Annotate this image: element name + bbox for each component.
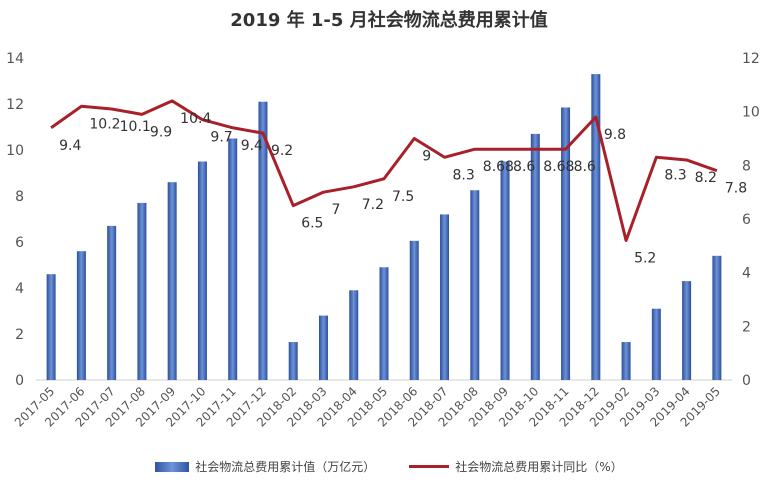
line-data-label: 10.4 — [180, 111, 211, 127]
bar — [258, 101, 268, 380]
y-left-tick-label: 12 — [6, 97, 24, 113]
line-data-label: 9.2 — [271, 143, 293, 159]
line-data-label: 5.2 — [634, 250, 656, 266]
line-data-label: 9.7 — [210, 130, 232, 146]
legend-bar-swatch — [155, 461, 190, 472]
bar — [500, 161, 510, 380]
bar — [682, 281, 692, 380]
y-right-tick-label: 12 — [742, 51, 760, 67]
bar — [167, 182, 177, 380]
y-right-tick-label: 8 — [742, 158, 751, 174]
bar — [288, 342, 298, 380]
legend-line-label: 社会物流总费用累计同比（%） — [455, 460, 623, 474]
line-data-label: 9.9 — [150, 124, 172, 140]
line-data-label: 10.2 — [89, 116, 120, 132]
y-left-tick-label: 10 — [6, 143, 24, 159]
bar — [349, 290, 359, 380]
line-data-label: 8.68 — [483, 159, 514, 175]
bar — [46, 274, 56, 380]
bar — [318, 315, 328, 380]
line-data-label: 7.8 — [725, 181, 747, 197]
y-left-tick-label: 4 — [15, 281, 24, 297]
legend: 社会物流总费用累计值（万亿元） 社会物流总费用累计同比（%） — [0, 458, 778, 475]
bar — [197, 161, 207, 380]
line-series-path — [50, 99, 718, 242]
bar — [137, 202, 147, 380]
line-data-label: 9.4 — [59, 138, 81, 154]
line-layer — [50, 99, 718, 242]
line-data-label: 8.6 — [574, 159, 596, 175]
line-data-label: 8.3 — [664, 167, 686, 183]
legend-bar-label: 社会物流总费用累计值（万亿元） — [195, 460, 376, 474]
line-data-label: 8.3 — [453, 167, 475, 183]
y-right-tick-label: 0 — [742, 373, 751, 389]
y-right-tick-label: 2 — [742, 319, 751, 335]
line-data-label: 7 — [331, 202, 340, 218]
bar — [470, 190, 480, 380]
line-data-label: 9.4 — [241, 138, 263, 154]
bar — [651, 308, 661, 380]
line-data-label: 7.5 — [392, 189, 414, 205]
bar — [76, 251, 86, 380]
line-data-label: 8.2 — [695, 170, 717, 186]
y-left-tick-label: 2 — [15, 327, 24, 343]
bar — [712, 255, 722, 380]
y-left-tick-label: 14 — [6, 51, 24, 67]
bar — [409, 240, 419, 380]
y-left-tick-label: 6 — [15, 235, 24, 251]
line-data-label: 6.5 — [301, 216, 323, 232]
legend-line-swatch — [409, 465, 450, 468]
bar — [440, 214, 450, 380]
bars-layer — [46, 74, 722, 380]
labels-layer: 9.4 10.2 10.1 9.9 10.4 9.7 9.4 9.2 6.5 7 7.2 7.5 9 8.… — [59, 111, 747, 267]
chart-title: 2019 年 1-5 月社会物流总费用累计值 — [230, 10, 548, 31]
legend-item-bars: 社会物流总费用累计值（万亿元） — [155, 458, 375, 475]
bar — [530, 133, 540, 380]
bar — [379, 267, 389, 380]
bar — [107, 225, 117, 380]
line-data-label: 9 — [422, 149, 431, 165]
line-data-label: 10.1 — [120, 119, 151, 135]
bar — [591, 74, 601, 380]
y-right-tick-label: 10 — [742, 105, 760, 121]
y-right-tick-label: 6 — [742, 212, 751, 228]
line-data-label: 9.8 — [604, 127, 626, 143]
y-left-tick-label: 8 — [15, 189, 24, 205]
bar — [561, 107, 571, 380]
line-data-label: 7.2 — [362, 197, 384, 213]
line-data-label: 8.68 — [543, 159, 574, 175]
line-data-label: 8.6 — [513, 159, 535, 175]
bar — [621, 342, 631, 380]
y-left-tick-label: 0 — [15, 373, 24, 389]
legend-item-line: 社会物流总费用累计同比（%） — [409, 458, 623, 475]
bar — [228, 138, 238, 380]
y-right-tick-label: 4 — [742, 266, 751, 282]
